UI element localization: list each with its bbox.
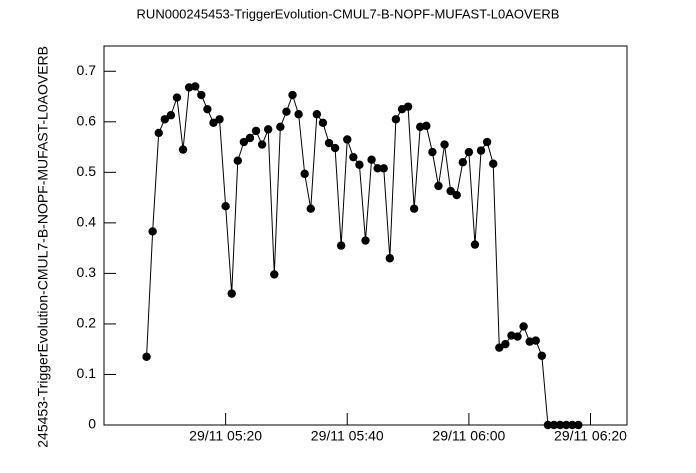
plot-frame xyxy=(103,45,628,426)
data-point xyxy=(367,155,376,164)
data-point xyxy=(482,137,492,147)
data-point xyxy=(452,190,461,200)
data-point xyxy=(537,351,547,360)
data-point xyxy=(403,102,413,111)
data-point xyxy=(221,201,230,211)
data-point xyxy=(318,118,328,128)
data-point xyxy=(160,115,170,124)
data-point xyxy=(470,240,480,249)
data-point xyxy=(549,420,559,430)
y-tick-label: 0.4 xyxy=(77,214,97,230)
data-point xyxy=(227,289,236,298)
data-point xyxy=(440,140,449,149)
data-point xyxy=(574,420,583,430)
data-point xyxy=(434,181,443,191)
data-point xyxy=(276,122,285,132)
data-point xyxy=(343,135,352,144)
y-tick-label: 0.7 xyxy=(77,62,97,78)
y-tick-label: 0 xyxy=(88,416,96,432)
data-point xyxy=(197,90,206,100)
y-tick-label: 0.1 xyxy=(77,365,97,381)
data-point xyxy=(172,93,182,102)
data-point xyxy=(166,111,176,120)
x-tick-label: 29/11 05:40 xyxy=(311,428,384,444)
data-point xyxy=(282,107,291,116)
data-point xyxy=(489,159,498,168)
data-point xyxy=(270,270,279,279)
data-point xyxy=(361,236,370,245)
data-point xyxy=(349,152,358,162)
data-point xyxy=(531,336,540,345)
data-point xyxy=(555,420,565,430)
data-point xyxy=(336,241,346,250)
x-tick-label: 29/11 06:20 xyxy=(554,428,627,444)
y-tick-label: 0.5 xyxy=(77,163,97,179)
data-point xyxy=(513,332,522,341)
data-point xyxy=(324,138,334,148)
data-point xyxy=(464,147,474,157)
data-point xyxy=(148,227,157,236)
data-point xyxy=(239,137,249,147)
data-point xyxy=(257,140,267,149)
data-point xyxy=(373,164,382,173)
data-point xyxy=(519,322,528,331)
data-point xyxy=(288,90,297,100)
data-point xyxy=(495,343,504,352)
data-point xyxy=(142,352,151,361)
data-point xyxy=(300,169,309,179)
data-point xyxy=(203,104,212,114)
data-point xyxy=(245,133,255,143)
data-point xyxy=(458,158,468,167)
data-point xyxy=(294,110,303,119)
data-point xyxy=(178,145,188,154)
data-point xyxy=(233,156,242,165)
data-point xyxy=(422,121,431,131)
data-point xyxy=(561,420,571,430)
data-point xyxy=(263,125,273,134)
data-point xyxy=(209,118,218,128)
data-point xyxy=(251,126,261,136)
data-point xyxy=(476,146,486,155)
x-tick-label: 29/11 05:20 xyxy=(189,428,262,444)
data-point xyxy=(215,115,224,124)
data-point xyxy=(501,339,510,349)
data-point xyxy=(306,204,315,213)
chart-title: RUN000245453-TriggerEvolution-CMUL7-B-NO… xyxy=(137,6,560,21)
data-point xyxy=(391,115,401,124)
data-point xyxy=(191,82,200,91)
data-point xyxy=(312,110,322,119)
data-point xyxy=(154,128,163,138)
y-tick-label: 0.6 xyxy=(77,113,97,129)
data-point xyxy=(355,160,364,169)
data-point xyxy=(428,147,437,157)
data-point xyxy=(409,204,419,213)
y-tick-label: 0.2 xyxy=(77,315,97,331)
data-point xyxy=(568,420,577,430)
data-point xyxy=(330,143,340,153)
data-point xyxy=(543,420,553,430)
y-axis-label: 245453-TriggerEvolution-CMUL7-B-NOPF-MUF… xyxy=(35,46,51,448)
data-point xyxy=(379,164,388,173)
data-point xyxy=(446,186,455,196)
y-tick-label: 0.3 xyxy=(77,264,97,280)
data-point xyxy=(385,254,395,263)
x-tick-label: 29/11 06:00 xyxy=(432,428,505,444)
